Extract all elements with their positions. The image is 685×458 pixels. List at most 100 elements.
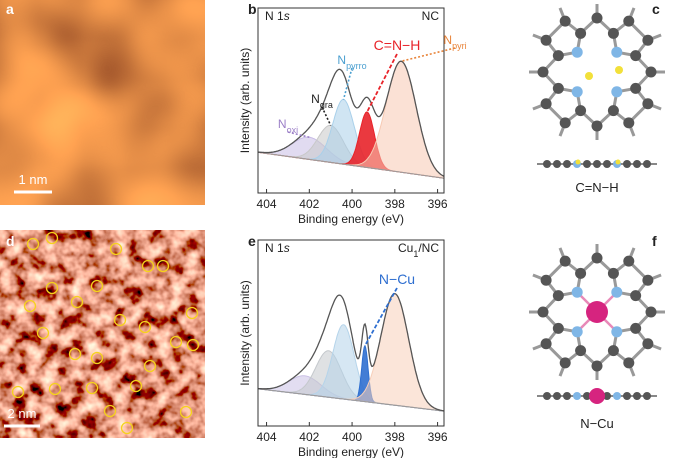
atom bbox=[603, 392, 611, 400]
atom bbox=[540, 98, 552, 110]
panel-letter: a bbox=[6, 1, 14, 17]
atom bbox=[630, 290, 642, 302]
panel-letter: d bbox=[6, 233, 15, 249]
panel-letter: b bbox=[248, 1, 257, 17]
atom bbox=[537, 306, 549, 318]
stm-image-d bbox=[0, 230, 205, 438]
atom-marker bbox=[90, 279, 104, 293]
atom bbox=[559, 117, 571, 129]
atom bbox=[630, 82, 642, 94]
atom bbox=[540, 338, 552, 350]
atom-marker bbox=[11, 385, 25, 399]
atom bbox=[552, 50, 564, 62]
peak-label: N−Cu bbox=[379, 271, 415, 287]
atom-marker bbox=[90, 351, 104, 365]
atom bbox=[623, 117, 635, 129]
atom-marker bbox=[103, 404, 117, 418]
atom-marker bbox=[179, 405, 193, 419]
atom-marker bbox=[120, 421, 134, 435]
fit-envelope bbox=[258, 60, 445, 177]
atom bbox=[573, 392, 581, 400]
core-level-text: N 1 bbox=[265, 241, 284, 255]
atom bbox=[563, 392, 571, 400]
atom-marker bbox=[68, 347, 82, 361]
atom bbox=[613, 392, 621, 400]
atom-marker bbox=[138, 320, 152, 334]
atom-marker bbox=[85, 381, 99, 395]
atom-marker bbox=[141, 259, 155, 273]
peak-name: N bbox=[278, 117, 287, 131]
atom bbox=[540, 274, 552, 286]
atom bbox=[571, 86, 583, 98]
peak-name: N bbox=[311, 92, 320, 106]
atom bbox=[623, 255, 635, 267]
atom bbox=[591, 252, 603, 264]
x-tick-label: 396 bbox=[428, 430, 448, 444]
atom-marker bbox=[45, 231, 59, 245]
core-level-orbital: s bbox=[284, 241, 290, 255]
atom bbox=[575, 345, 587, 357]
atom bbox=[571, 326, 583, 338]
atom bbox=[571, 286, 583, 298]
y-axis-label: Intensity (arb. units) bbox=[238, 280, 252, 385]
atom bbox=[607, 27, 619, 39]
peak-label: C=N−H bbox=[374, 37, 421, 53]
sample-rest: /NC bbox=[418, 241, 439, 255]
peak-name-sub: pyrro bbox=[346, 61, 367, 71]
peak-label: Npyrro bbox=[337, 53, 366, 71]
atom bbox=[643, 392, 651, 400]
atom bbox=[633, 160, 641, 168]
atom bbox=[607, 267, 619, 279]
atom bbox=[611, 46, 623, 58]
sample-label: NC bbox=[422, 9, 440, 23]
atom bbox=[583, 160, 591, 168]
sample-name: Cu bbox=[398, 241, 413, 255]
atom bbox=[593, 160, 601, 168]
x-tick-label: 404 bbox=[257, 430, 277, 444]
core-level-text: N 1 bbox=[265, 9, 284, 23]
atom bbox=[553, 160, 561, 168]
atom bbox=[611, 86, 623, 98]
atom bbox=[552, 290, 564, 302]
atom-marker bbox=[23, 299, 37, 313]
atom bbox=[645, 306, 657, 318]
peak-label: Noxi bbox=[278, 117, 298, 135]
panel-letter: c bbox=[652, 1, 660, 17]
atom bbox=[552, 82, 564, 94]
atom-marker bbox=[113, 313, 127, 327]
peak-pointer bbox=[401, 47, 456, 63]
background-line bbox=[257, 388, 445, 412]
y-axis-label: Intensity (arb. units) bbox=[238, 48, 252, 153]
peak-name-sub: pyri bbox=[452, 41, 467, 51]
atom bbox=[642, 338, 654, 350]
atom bbox=[611, 326, 623, 338]
peak-name-sub: oxi bbox=[287, 125, 299, 135]
background-line bbox=[257, 151, 445, 179]
molecule bbox=[529, 4, 665, 140]
atom bbox=[607, 105, 619, 117]
x-axis-label: Binding energy (eV) bbox=[298, 445, 404, 458]
atom-marker bbox=[109, 242, 123, 256]
atom bbox=[575, 105, 587, 117]
atom bbox=[540, 34, 552, 46]
atom-marker bbox=[156, 259, 170, 273]
atom bbox=[563, 160, 571, 168]
plot-frame bbox=[257, 7, 445, 194]
atom bbox=[611, 286, 623, 298]
atom bbox=[559, 15, 571, 27]
atom-marker bbox=[185, 306, 199, 320]
core-level: N 1s bbox=[265, 241, 290, 255]
atom bbox=[575, 27, 587, 39]
atom bbox=[623, 357, 635, 369]
h-atom bbox=[615, 66, 623, 74]
atom bbox=[559, 357, 571, 369]
x-tick-label: 398 bbox=[385, 197, 405, 211]
scale-bar-label: 1 nm bbox=[19, 172, 48, 187]
fit-envelope bbox=[257, 292, 445, 412]
atom-marker bbox=[169, 335, 183, 349]
peak-label: Ngra bbox=[311, 92, 333, 110]
atom-marker bbox=[70, 295, 84, 309]
x-tick-label: 402 bbox=[299, 430, 319, 444]
x-tick-label: 400 bbox=[342, 430, 362, 444]
